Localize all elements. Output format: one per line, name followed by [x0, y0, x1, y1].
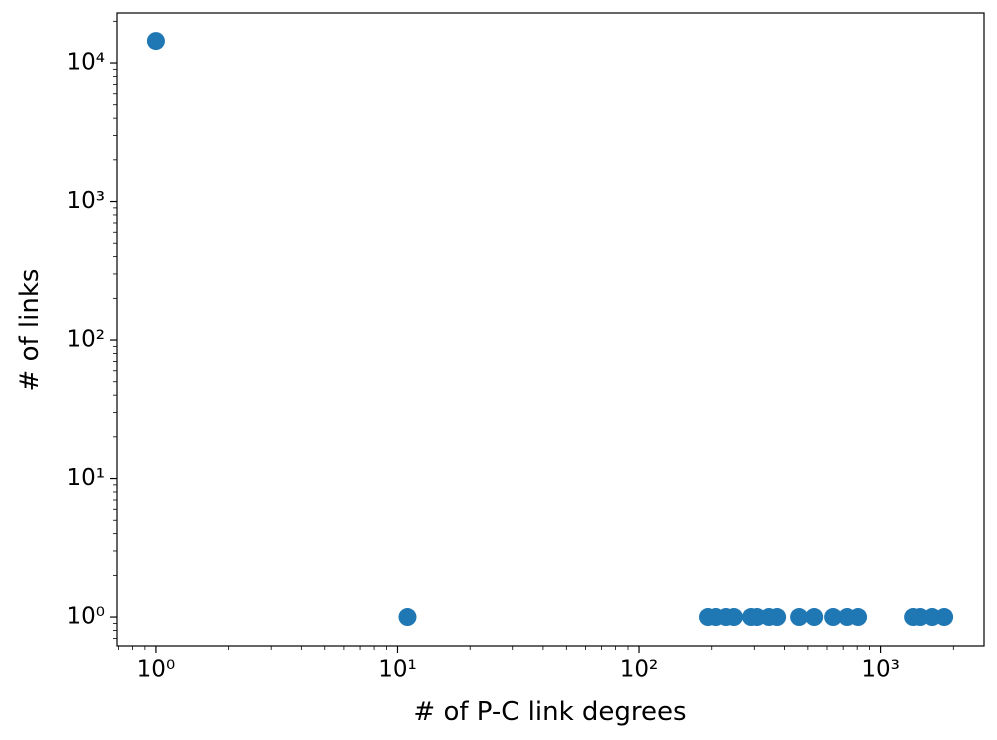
x-tick-label: 10⁰ — [137, 657, 176, 683]
point — [398, 608, 417, 627]
x-tick-label: 10¹ — [378, 657, 417, 683]
y-tick-label: 10⁰ — [67, 604, 106, 630]
point — [935, 608, 954, 627]
point — [790, 608, 809, 627]
plot-frame — [116, 12, 985, 647]
point — [724, 608, 743, 627]
x-tick-label: 10² — [620, 657, 659, 683]
point — [768, 608, 787, 627]
point — [805, 608, 824, 627]
y-tick-label: 10² — [67, 327, 106, 353]
point — [849, 608, 868, 627]
y-axis-label: # of links — [15, 269, 45, 392]
x-axis-label: # of P-C link degrees — [413, 697, 686, 727]
point — [824, 608, 843, 627]
point — [146, 32, 165, 51]
y-tick-label: 10¹ — [67, 465, 106, 491]
x-tick-label: 10³ — [861, 657, 900, 683]
y-tick-label: 10⁴ — [67, 50, 106, 76]
y-tick-label: 10³ — [67, 188, 106, 214]
